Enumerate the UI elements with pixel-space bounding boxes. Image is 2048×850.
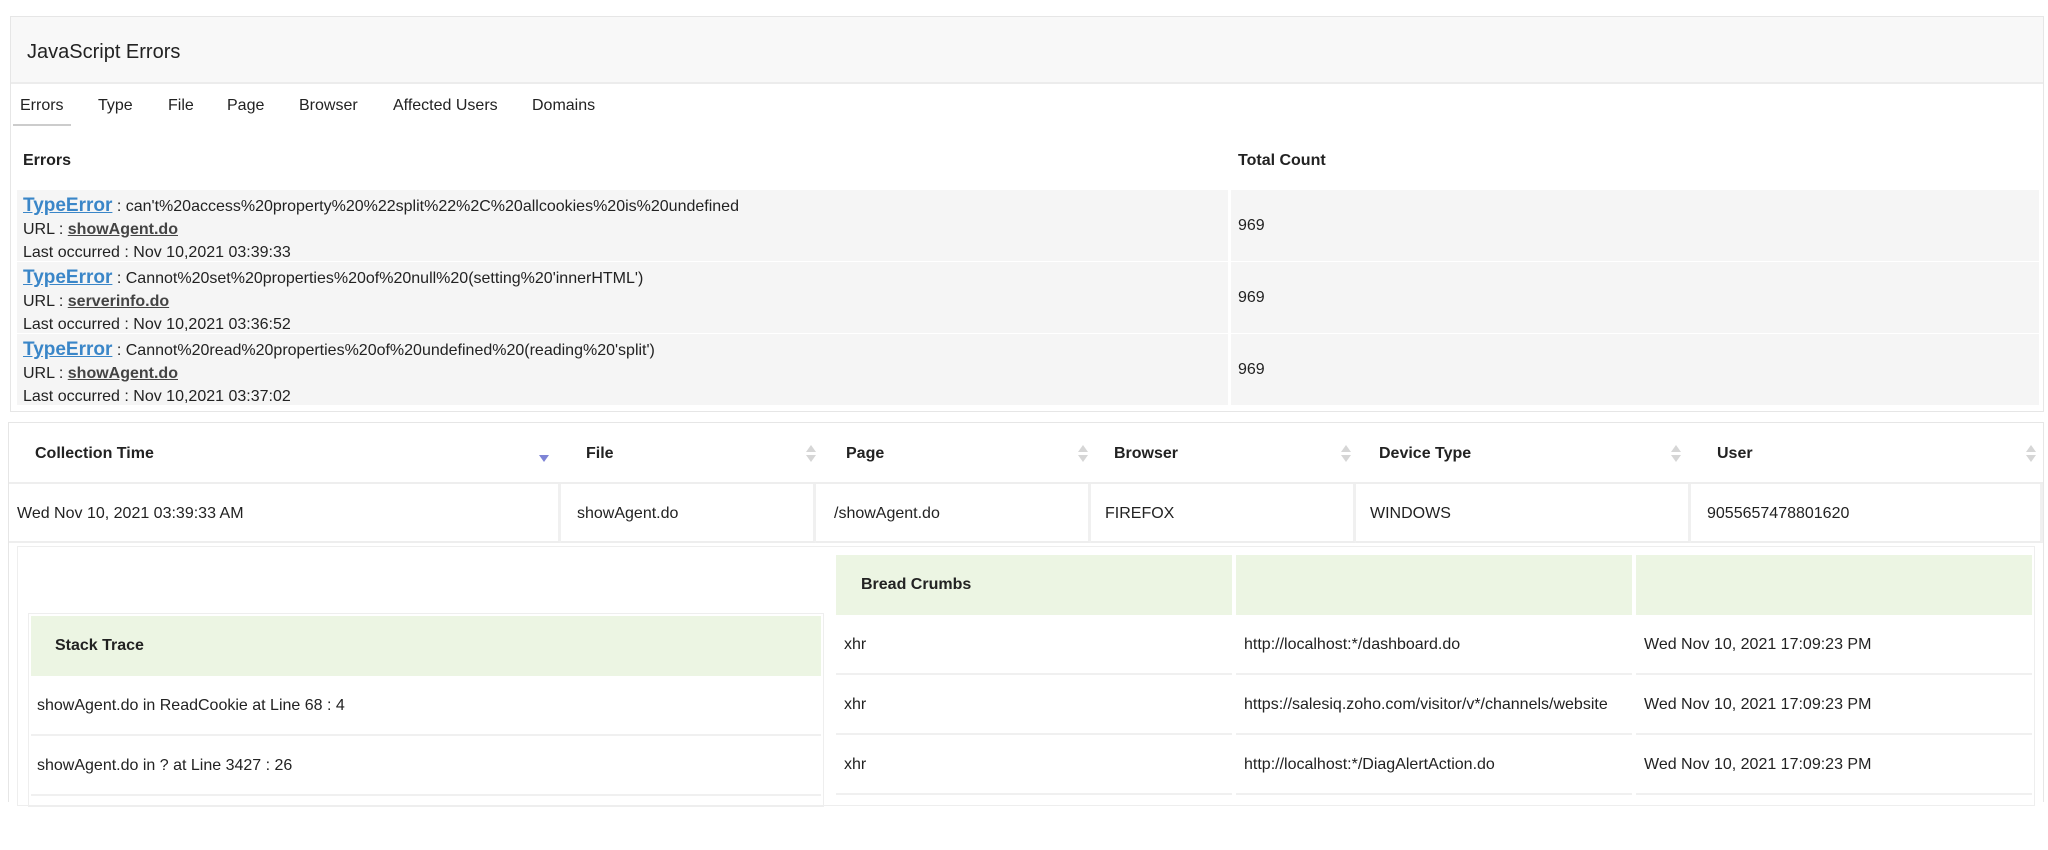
tab-errors[interactable]: Errors [20, 97, 64, 114]
header-browser[interactable]: Browser [1091, 423, 1356, 484]
tab-file[interactable]: File [168, 97, 194, 114]
cell-collection-time: Wed Nov 10, 2021 03:39:33 AM [9, 484, 561, 543]
cell-page: /showAgent.do [816, 484, 1091, 543]
cell-device-type: WINDOWS [1356, 484, 1691, 543]
url-label: URL : [23, 365, 64, 382]
sort-icon[interactable] [806, 445, 816, 463]
stack-trace-table: Stack Trace showAgent.do in ReadCookie a… [28, 613, 824, 807]
page-title: JavaScript Errors [27, 41, 181, 63]
header-device-type[interactable]: Device Type [1356, 423, 1691, 484]
error-message: : Cannot%20read%20properties%20of%20unde… [116, 342, 655, 359]
header-label: Device Type [1379, 445, 1472, 462]
last-occurred-label: Last occurred : [23, 244, 129, 261]
last-occurred-label: Last occurred : [23, 316, 129, 333]
bread-crumb-url: http://localhost:*/dashboard.do [1236, 615, 1632, 675]
total-count-cell: 969 [1231, 262, 2039, 333]
header-collection-time[interactable]: Collection Time [9, 423, 561, 484]
expanded-row-details: Stack Trace showAgent.do in ReadCookie a… [17, 546, 2035, 807]
bread-crumb-url: https://salesiq.zoho.com/visitor/v*/chan… [1236, 675, 1632, 735]
bread-crumbs-header: Bread Crumbs [836, 555, 1232, 615]
bread-crumb-time: Wed Nov 10, 2021 17:09:23 PM [1636, 615, 2032, 675]
bread-crumb-url: http://localhost:*/DiagAlertAction.do [1236, 735, 1632, 795]
last-occurred-label: Last occurred : [23, 388, 129, 405]
sort-icon[interactable] [1341, 445, 1351, 463]
tab-affected-users[interactable]: Affected Users [393, 97, 498, 114]
error-cell: TypeError : Cannot%20read%20properties%2… [17, 334, 1228, 405]
header-page[interactable]: Page [816, 423, 1091, 484]
last-occurred-value: Nov 10,2021 03:37:02 [133, 388, 291, 405]
error-row: TypeError : Cannot%20read%20properties%2… [17, 334, 2039, 405]
total-count-cell: 969 [1231, 190, 2039, 261]
tab-browser[interactable]: Browser [299, 97, 358, 114]
error-url-link[interactable]: serverinfo.do [67, 293, 170, 310]
total-count-cell: 969 [1231, 334, 2039, 405]
error-cell: TypeError : can't%20access%20property%20… [17, 190, 1228, 261]
sort-icon[interactable] [2026, 445, 2036, 463]
stack-trace-row: showAgent.do in ReadCookie at Line 68 : … [31, 676, 821, 736]
bread-crumb-type: xhr [836, 615, 1232, 675]
error-url-link[interactable]: showAgent.do [67, 365, 178, 382]
error-row: TypeError : Cannot%20set%20properties%20… [17, 262, 2039, 333]
bread-crumb-type: xhr [836, 735, 1232, 795]
tab-page[interactable]: Page [227, 97, 265, 114]
bread-crumbs-table: Bread Crumbs xhr http://localhost:*/dashb… [836, 553, 2032, 807]
url-label: URL : [23, 293, 64, 310]
bread-crumb-time: Wed Nov 10, 2021 17:09:23 PM [1636, 675, 2032, 735]
sort-desc-icon[interactable] [539, 445, 549, 463]
bread-crumbs-header-blank [1636, 555, 2032, 615]
javascript-errors-panel: JavaScript Errors Errors Type File Page … [10, 16, 2044, 412]
bread-crumbs-header-blank [1236, 555, 1632, 615]
cell-browser: FIREFOX [1091, 484, 1356, 543]
error-type-link[interactable]: TypeError [23, 339, 113, 360]
cell-file: showAgent.do [561, 484, 816, 543]
stack-trace-header: Stack Trace [31, 616, 821, 676]
errors-column-header: Errors [23, 152, 72, 169]
error-cell: TypeError : Cannot%20set%20properties%20… [17, 262, 1228, 333]
header-label: Page [846, 445, 885, 462]
error-type-link[interactable]: TypeError [23, 195, 113, 216]
error-details-panel: Collection Time File Page Browser Device… [8, 422, 2044, 807]
sort-icon[interactable] [1078, 445, 1088, 463]
active-tab-indicator [13, 124, 71, 126]
header-file[interactable]: File [561, 423, 816, 484]
header-label: User [1717, 445, 1753, 462]
header-label: File [586, 445, 614, 462]
sort-icon[interactable] [1671, 445, 1681, 463]
stack-trace-row: showAgent.do in ? at Line 3427 : 26 [31, 736, 821, 796]
cell-user: 9055657478801620 [1691, 484, 2043, 543]
header-label: Collection Time [35, 445, 154, 462]
tab-type[interactable]: Type [98, 97, 133, 114]
last-occurred-value: Nov 10,2021 03:39:33 [133, 244, 291, 261]
header-label: Browser [1114, 445, 1179, 462]
error-type-link[interactable]: TypeError [23, 267, 113, 288]
error-url-link[interactable]: showAgent.do [67, 221, 178, 238]
last-occurred-value: Nov 10,2021 03:36:52 [133, 316, 291, 333]
bread-crumb-type: xhr [836, 675, 1232, 735]
header-user[interactable]: User [1691, 423, 2043, 484]
bread-crumb-time: Wed Nov 10, 2021 17:09:23 PM [1636, 735, 2032, 795]
panel-header: JavaScript Errors [11, 17, 2043, 84]
tab-domains[interactable]: Domains [532, 97, 596, 114]
error-message: : Cannot%20set%20properties%20of%20null%… [116, 270, 644, 287]
total-count-column-header: Total Count [1238, 152, 1326, 169]
url-label: URL : [23, 221, 64, 238]
error-row: TypeError : can't%20access%20property%20… [17, 190, 2039, 261]
error-message: : can't%20access%20property%20%22split%2… [116, 198, 739, 215]
